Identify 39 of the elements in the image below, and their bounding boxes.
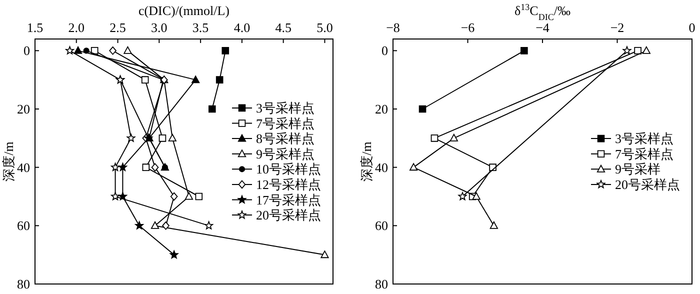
x-tick-label: −2: [610, 20, 624, 35]
x-tick-label: 0: [688, 20, 696, 35]
x-tick-label: 4.0: [234, 20, 250, 35]
x-tick-label: −8: [386, 20, 400, 35]
legend-label: 9号采样点: [256, 146, 314, 162]
x-axis-title: c(DIC)/(mmol/L): [138, 3, 230, 18]
x-tick-label: −4: [536, 20, 550, 35]
x-tick-label: 2.0: [68, 20, 85, 35]
legend-label: 20号采样点: [615, 176, 680, 192]
legend-label: 10号采样点: [256, 162, 321, 177]
y-tick-label: 80: [17, 276, 30, 292]
y-tick-label: 80: [375, 276, 388, 292]
y-axis-title: 深度/m: [1, 142, 16, 182]
y-tick-label: 20: [17, 102, 30, 116]
legend-label: 20号采样点: [256, 208, 321, 223]
x-tick-label: 4.5: [275, 20, 292, 35]
legend-label: 7号采样点: [256, 116, 314, 131]
legend-label: 7号采样点: [615, 146, 674, 162]
legend-label: 17号采样点: [256, 192, 321, 208]
legend-label: 8号采样点: [256, 131, 314, 146]
legend-label: 3号采样点: [256, 100, 314, 116]
x-tick-label: 1.5: [26, 20, 44, 35]
y-tick-label: 0: [382, 43, 388, 58]
y-tick-label: 0: [24, 43, 30, 58]
legend-label: 12号采样点: [256, 176, 321, 192]
legend-label: 3号采样点: [615, 131, 674, 146]
x-tick-label: 5.0: [316, 20, 333, 35]
x-tick-label: −6: [460, 20, 476, 35]
x-tick-label: 2.5: [110, 20, 126, 35]
y-tick-label: 40: [17, 160, 30, 175]
y-tick-label: 40: [375, 160, 388, 175]
y-tick-label: 60: [375, 218, 388, 234]
legend-label: 9号采样: [615, 162, 660, 177]
y-tick-label: 60: [17, 218, 30, 234]
y-axis-title: 深度/m: [359, 142, 374, 182]
x-tick-label: 3.0: [151, 20, 168, 35]
x-axis-title: δ$^{13}$C$_{DIC}$/‰: [514, 2, 570, 22]
y-tick-label: 20: [375, 102, 388, 116]
x-tick-label: 3.5: [192, 20, 209, 35]
